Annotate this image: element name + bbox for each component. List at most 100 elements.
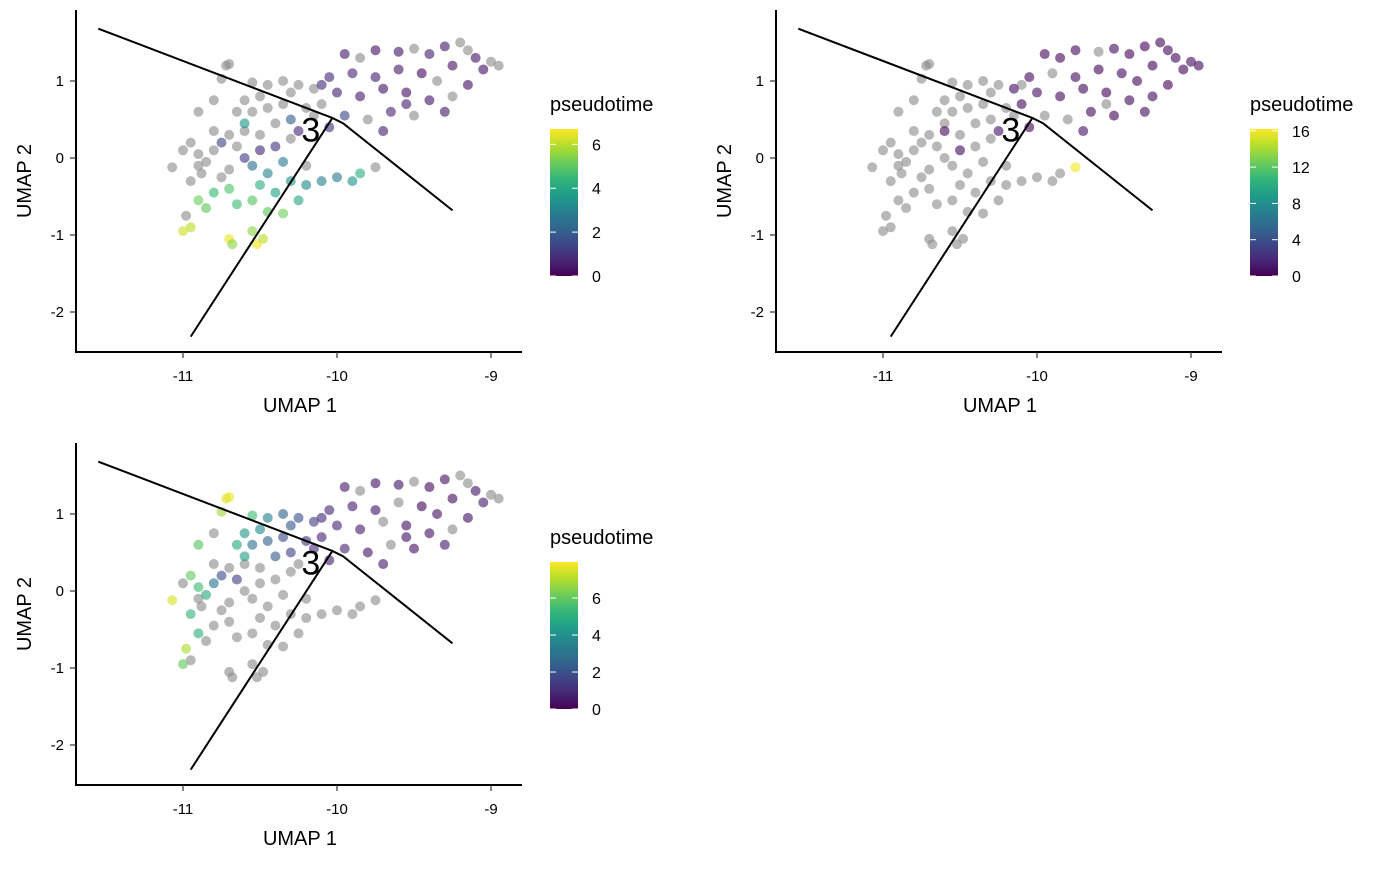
y-tick-label: 0 bbox=[756, 150, 764, 167]
data-point bbox=[362, 114, 373, 125]
x-tick-label: -11 bbox=[173, 801, 194, 818]
data-point bbox=[916, 137, 927, 148]
data-point bbox=[278, 589, 289, 600]
data-point bbox=[901, 203, 912, 214]
data-point bbox=[1016, 99, 1027, 110]
data-point bbox=[278, 532, 289, 543]
data-point bbox=[939, 118, 950, 129]
data-point bbox=[167, 162, 178, 173]
data-point bbox=[908, 187, 919, 198]
data-point bbox=[239, 126, 250, 137]
y-tick-label: -2 bbox=[51, 737, 64, 754]
data-point bbox=[370, 162, 381, 173]
data-point bbox=[332, 87, 342, 98]
trajectory-segment bbox=[889, 117, 1034, 338]
data-point bbox=[339, 110, 350, 121]
data-point bbox=[178, 659, 188, 670]
data-point bbox=[208, 559, 219, 570]
colorbar-tick-label: 2 bbox=[592, 225, 601, 242]
data-point bbox=[347, 176, 358, 187]
data-point bbox=[255, 145, 265, 156]
data-point bbox=[324, 72, 335, 83]
data-point bbox=[424, 49, 435, 60]
data-point bbox=[293, 79, 304, 90]
data-point bbox=[355, 485, 366, 496]
data-point bbox=[878, 145, 888, 156]
data-point bbox=[201, 203, 212, 214]
data-point bbox=[939, 95, 950, 106]
data-point bbox=[462, 512, 473, 523]
trajectory-segment bbox=[97, 27, 454, 212]
data-point bbox=[455, 37, 466, 48]
data-point bbox=[978, 208, 989, 219]
data-point bbox=[985, 114, 996, 125]
data-point bbox=[962, 102, 973, 113]
data-point bbox=[1032, 87, 1042, 98]
data-point bbox=[247, 226, 258, 237]
colorbar bbox=[1250, 129, 1278, 276]
data-point bbox=[1124, 49, 1135, 60]
colorbar-tick-label: 16 bbox=[1292, 124, 1310, 141]
data-point bbox=[985, 87, 996, 98]
y-tick-label: 1 bbox=[56, 73, 64, 90]
x-tick-label: -10 bbox=[326, 368, 348, 385]
data-point bbox=[962, 168, 973, 179]
data-point bbox=[167, 595, 178, 606]
data-point bbox=[462, 478, 473, 489]
data-point bbox=[316, 532, 327, 543]
data-point bbox=[447, 493, 458, 504]
data-point bbox=[1078, 126, 1089, 137]
data-point bbox=[493, 60, 504, 71]
data-point bbox=[1101, 99, 1112, 110]
data-point bbox=[993, 126, 1004, 137]
data-point bbox=[270, 187, 281, 198]
data-point bbox=[370, 505, 381, 516]
data-point bbox=[293, 512, 304, 523]
colorbar-tick-label: 8 bbox=[1292, 196, 1301, 213]
data-point bbox=[208, 95, 219, 106]
data-point bbox=[393, 64, 404, 75]
data-point bbox=[196, 168, 207, 179]
data-point bbox=[239, 586, 250, 596]
data-point bbox=[1116, 68, 1127, 79]
data-point bbox=[324, 505, 335, 516]
data-point bbox=[908, 145, 919, 156]
data-point bbox=[401, 87, 412, 98]
data-point bbox=[339, 543, 350, 554]
data-point bbox=[239, 559, 250, 570]
data-point bbox=[447, 91, 458, 102]
data-point bbox=[224, 129, 235, 140]
data-point bbox=[424, 95, 435, 106]
colorbar-tick-label: 12 bbox=[1292, 160, 1310, 177]
data-point bbox=[470, 485, 481, 496]
data-point bbox=[878, 226, 888, 237]
data-point bbox=[881, 210, 892, 221]
data-point bbox=[1078, 83, 1089, 94]
data-point bbox=[262, 535, 273, 546]
data-point bbox=[385, 539, 396, 550]
data-point bbox=[1039, 110, 1050, 121]
data-point bbox=[255, 612, 265, 623]
data-point bbox=[324, 122, 335, 133]
data-point bbox=[262, 79, 273, 90]
data-point bbox=[432, 76, 443, 86]
data-point bbox=[921, 60, 932, 71]
data-point bbox=[1162, 79, 1173, 90]
data-point bbox=[1001, 179, 1012, 190]
data-point bbox=[262, 168, 273, 179]
data-point bbox=[970, 118, 981, 129]
data-point bbox=[378, 126, 389, 137]
data-point bbox=[1024, 72, 1035, 83]
data-point bbox=[939, 126, 950, 137]
data-point bbox=[339, 482, 350, 493]
data-point bbox=[278, 208, 289, 219]
data-point bbox=[955, 145, 965, 156]
data-point bbox=[447, 60, 458, 71]
data-point bbox=[239, 118, 250, 129]
data-point bbox=[455, 470, 466, 481]
data-point bbox=[908, 126, 919, 137]
colorbar-tick-label: 0 bbox=[592, 269, 601, 286]
y-axis-title: UMAP 2 bbox=[714, 144, 736, 218]
data-point bbox=[958, 233, 969, 244]
data-point bbox=[1193, 60, 1204, 71]
